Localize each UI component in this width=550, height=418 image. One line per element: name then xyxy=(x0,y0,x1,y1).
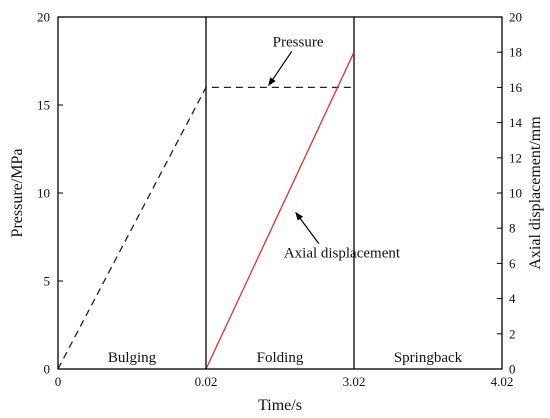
phase-label-bulging: Bulging xyxy=(108,350,157,366)
series-line-pressure xyxy=(57,86,354,370)
y-right-tick-label-8: 16 xyxy=(509,80,523,95)
y-right-tick-label-5: 10 xyxy=(509,186,522,201)
x-axis-title: Time/s xyxy=(258,397,302,414)
annotation-label-1: Axial displacement xyxy=(284,246,401,262)
x-tick-label-1: 0.02 xyxy=(195,374,218,389)
y-right-tick-label-9: 18 xyxy=(509,45,522,60)
y-axis-right-title: Axial displacement/mm xyxy=(527,116,544,270)
series-line-axial-displacement xyxy=(205,51,355,370)
y-right-tick-label-10: 20 xyxy=(509,10,522,25)
annotation-arrow-1 xyxy=(295,211,320,244)
annotation-label-0: Pressure xyxy=(273,34,324,50)
y-left-tick-label-2: 10 xyxy=(37,186,50,201)
y-right-tick-label-1: 2 xyxy=(509,326,516,341)
phase-labels: Bulging Folding Springback xyxy=(108,350,463,366)
y-right-tick-label-4: 8 xyxy=(509,221,516,236)
y-left-tick-label-3: 15 xyxy=(37,98,50,113)
y-left-tick-label-0: 0 xyxy=(44,362,51,377)
phase-boundaries xyxy=(205,17,355,369)
y-left-tick-label-1: 5 xyxy=(44,274,51,289)
y-left-tick-label-4: 20 xyxy=(37,10,50,25)
y-right-tick-label-7: 14 xyxy=(509,115,523,130)
phase-label-folding: Folding xyxy=(257,350,304,366)
series-layer xyxy=(57,51,355,370)
x-tick-label-0: 0 xyxy=(55,374,62,389)
y-right-tick-label-2: 4 xyxy=(509,291,516,306)
x-tick-label-3: 4.02 xyxy=(491,374,514,389)
y-axis-left-title: Pressure/MPa xyxy=(9,149,26,238)
plot-frame xyxy=(57,16,503,370)
y-right-tick-label-6: 12 xyxy=(509,150,522,165)
y-right-tick-label-3: 6 xyxy=(509,256,516,271)
x-tick-label-2: 3.02 xyxy=(343,374,366,389)
phase-label-springback: Springback xyxy=(394,350,463,366)
annotations: Pressure Axial displacement xyxy=(268,34,401,262)
axis-ticks: 0 5 10 15 20 0 2 4 6 8 10 12 14 16 18 20 0 0.02 3.02 4.02 xyxy=(37,10,523,390)
y-right-tick-label-0: 0 xyxy=(509,362,516,377)
annotation-arrow-0 xyxy=(268,51,293,87)
